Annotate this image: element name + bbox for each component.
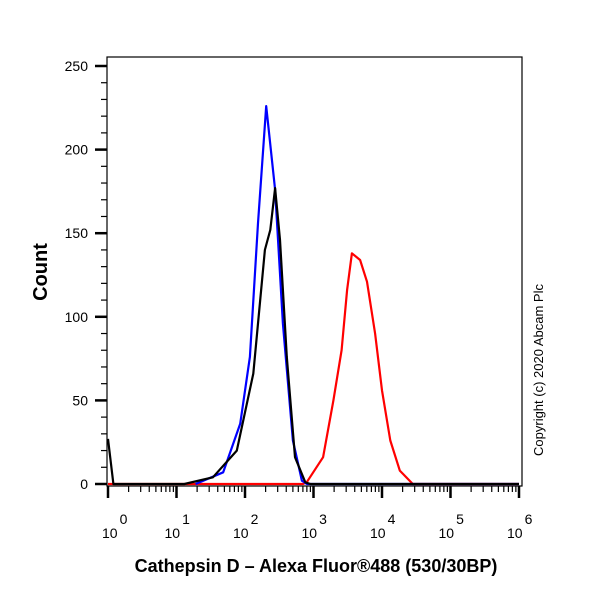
y-axis-label: Count (30, 243, 52, 301)
histogram-series-1 (106, 187, 519, 486)
y-tick-label: 250 (65, 58, 89, 74)
x-axis-label: Cathepsin D – Alexa Fluor®488 (530/30BP) (135, 556, 498, 576)
x-tick-base: 10 (439, 525, 455, 541)
y-tick-label: 0 (80, 476, 88, 492)
x-tick-exponent: 3 (319, 511, 327, 527)
x-tick-base: 10 (102, 525, 118, 541)
x-tick-exponent: 2 (251, 511, 259, 527)
x-tick-label: 104 (370, 511, 396, 541)
x-tick-label: 105 (439, 511, 465, 541)
x-tick-exponent: 4 (388, 511, 396, 527)
x-tick-base: 10 (507, 525, 523, 541)
y-tick-label: 50 (72, 392, 88, 408)
plot-frame (106, 56, 523, 487)
x-tick-base: 10 (165, 525, 181, 541)
y-tick-label: 100 (65, 309, 89, 325)
y-tick-label: 200 (65, 142, 89, 158)
copyright-annotation: Copyright (c) 2020 Abcam Plc (531, 284, 546, 456)
x-tick-exponent: 6 (525, 511, 533, 527)
x-tick-label: 101 (165, 511, 191, 541)
x-tick-base: 10 (370, 525, 386, 541)
x-tick-exponent: 0 (120, 511, 128, 527)
x-tick-label: 103 (302, 511, 328, 541)
x-tick-base: 10 (302, 525, 318, 541)
y-tick-label: 150 (65, 225, 89, 241)
x-tick-label: 106 (507, 511, 533, 541)
histogram-series-0 (195, 105, 519, 486)
x-tick-base: 10 (233, 525, 249, 541)
x-tick-label: 100 (102, 511, 128, 541)
histogram-series-2 (108, 252, 519, 486)
x-tick-exponent: 1 (182, 511, 190, 527)
x-tick-exponent: 5 (456, 511, 464, 527)
x-tick-label: 102 (233, 511, 259, 541)
